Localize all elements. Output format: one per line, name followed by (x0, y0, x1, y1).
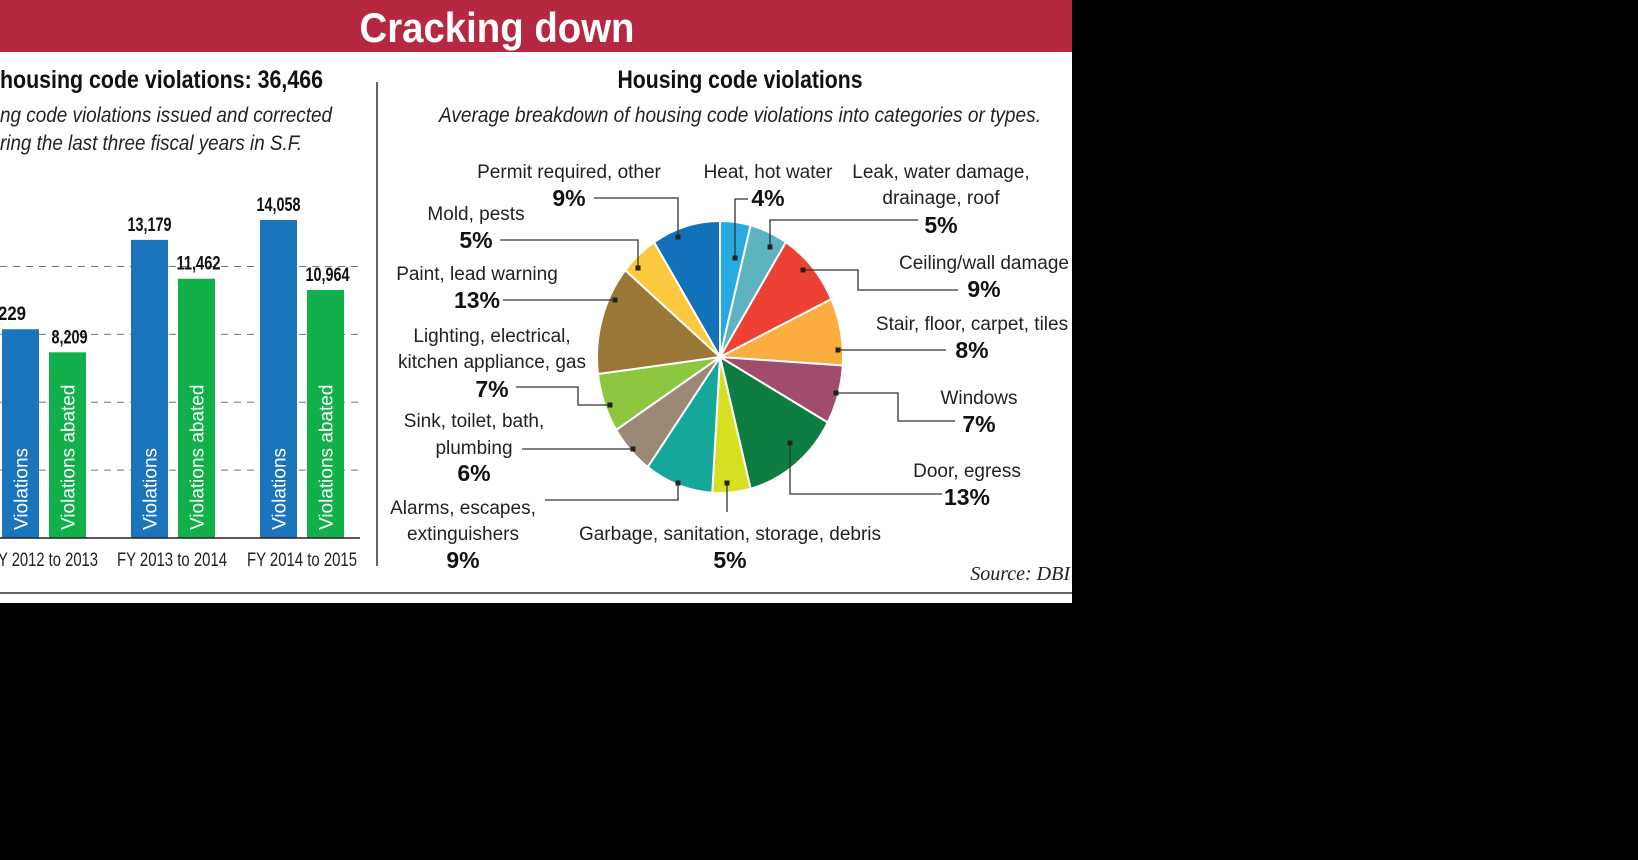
leader-line (500, 239, 639, 268)
leader-line (734, 198, 748, 258)
slice-label: extinguishers (407, 524, 519, 545)
leader-dot (835, 347, 841, 353)
leader-dot (635, 265, 641, 271)
slice-label: Mold, pests (427, 204, 524, 225)
slice-label: kitchen appliance, gas (398, 352, 586, 373)
slice-percent: 5% (459, 227, 492, 253)
slice-label: Garbage, sanitation, storage, debris (579, 524, 881, 545)
slice-label: Sink, toilet, bath, (404, 411, 544, 432)
pie-chart-subtitle: Average breakdown of housing code violat… (437, 104, 1041, 127)
banner-title: Cracking down (360, 4, 635, 51)
pie-slice (596, 268, 723, 376)
leader-line (769, 219, 918, 247)
pie-slice (718, 354, 830, 490)
bar-chart-subtitle-2: ring the last three fiscal years in S.F. (0, 132, 302, 155)
leader-dot (724, 480, 730, 486)
leader-dot (630, 446, 636, 452)
category-label: Y 2012 to 2013 (0, 550, 98, 571)
slice-percent: 8% (955, 337, 988, 363)
title-banner (0, 0, 1072, 52)
bar-series-label: Violations (141, 448, 162, 530)
slice-percent: 5% (924, 212, 957, 238)
slice-label: Ceiling/wall damage (899, 253, 1069, 274)
slice-percent: 13% (944, 484, 990, 510)
slice-percent: 9% (552, 185, 585, 211)
slice-percent: 7% (962, 411, 995, 437)
leader-line (594, 197, 679, 237)
slice-percent: 7% (475, 376, 508, 402)
slice-label: Windows (940, 388, 1017, 409)
pie-slice (652, 219, 721, 361)
bar-value-label: 13,179 (128, 215, 172, 236)
bar-violations (131, 239, 168, 538)
bar-chart-title: housing code violations: 36,466 (0, 66, 323, 94)
leader-line (516, 386, 610, 406)
slice-percent: 9% (446, 547, 479, 573)
slice-label: Permit required, other (477, 162, 661, 183)
slice-label: plumbing (435, 438, 512, 459)
bar-abated (307, 289, 344, 538)
leader-line (545, 483, 679, 501)
slice-percent: 5% (713, 547, 746, 573)
leader-line (836, 392, 955, 422)
bar-series-label: Violations abated (188, 385, 209, 530)
source-note: Source: DBI (970, 563, 1071, 585)
leader-dot (675, 480, 681, 486)
category-label: FY 2013 to 2014 (117, 550, 227, 571)
slice-percent: 13% (454, 287, 500, 313)
bar-abated (178, 278, 215, 538)
bar-value-label: 229 (0, 304, 26, 325)
leader-dot (800, 267, 806, 273)
slice-label: Lighting, electrical, (413, 326, 570, 347)
slice-label: Leak, water damage, (852, 162, 1029, 183)
leader-dot (607, 402, 613, 408)
bar-series-label: Violations (270, 448, 291, 530)
slice-percent: 4% (751, 185, 784, 211)
pie-chart-title: Housing code violations (618, 66, 863, 94)
bar-series-label: Violations abated (59, 385, 80, 530)
bar-value-label: 14,058 (257, 195, 301, 216)
slice-label: Heat, hot water (704, 162, 834, 183)
bar-chart-subtitle-1: ng code violations issued and corrected (0, 104, 333, 127)
slice-percent: 6% (457, 460, 490, 486)
bar-value-label: 11,462 (177, 254, 221, 275)
bar-violations (2, 329, 39, 538)
bar-value-label: 8,209 (52, 327, 88, 348)
bar-chart: Violations 229 Violations abated 8,209 Y 201… (0, 195, 360, 571)
leader-dot (833, 390, 839, 396)
bar-value-label: 10,964 (306, 265, 350, 286)
slice-label: Stair, floor, carpet, tiles (876, 314, 1068, 335)
slice-label: Door, egress (913, 461, 1021, 482)
leader-dot (767, 244, 773, 250)
slice-percent: 9% (967, 276, 1000, 302)
leader-dot (612, 297, 618, 303)
leader-dot (732, 255, 738, 261)
category-label: FY 2014 to 2015 (247, 550, 357, 571)
leader-dot (675, 234, 681, 240)
slice-label: Paint, lead warning (396, 264, 558, 285)
bar-abated (49, 352, 86, 538)
leader-line (803, 269, 958, 291)
slice-label: drainage, roof (882, 188, 1000, 209)
leader-dot (787, 440, 793, 446)
bar-series-label: Violations abated (317, 385, 338, 530)
slice-label: Alarms, escapes, (390, 498, 536, 519)
leader-line (789, 443, 942, 495)
bar-series-label: Violations (12, 448, 33, 530)
bar-violations (260, 220, 297, 538)
